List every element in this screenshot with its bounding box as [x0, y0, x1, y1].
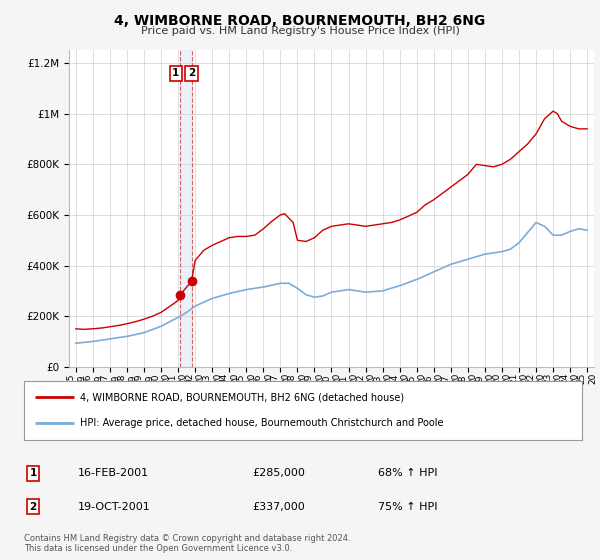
Text: Contains HM Land Registry data © Crown copyright and database right 2024.: Contains HM Land Registry data © Crown c… [24, 534, 350, 543]
Text: 4, WIMBORNE ROAD, BOURNEMOUTH, BH2 6NG: 4, WIMBORNE ROAD, BOURNEMOUTH, BH2 6NG [115, 14, 485, 28]
Text: 19-OCT-2001: 19-OCT-2001 [78, 502, 151, 512]
Text: 2: 2 [29, 502, 37, 512]
Text: 1: 1 [29, 468, 37, 478]
Text: 16-FEB-2001: 16-FEB-2001 [78, 468, 149, 478]
Bar [180, 50, 191, 367]
Text: 1: 1 [172, 68, 179, 78]
Text: 75% ↑ HPI: 75% ↑ HPI [378, 502, 437, 512]
Text: HPI: Average price, detached house, Bournemouth Christchurch and Poole: HPI: Average price, detached house, Bour… [80, 418, 443, 428]
Text: Price paid vs. HM Land Registry's House Price Index (HPI): Price paid vs. HM Land Registry's House … [140, 26, 460, 36]
Text: £337,000: £337,000 [252, 502, 305, 512]
Text: 4, WIMBORNE ROAD, BOURNEMOUTH, BH2 6NG (detached house): 4, WIMBORNE ROAD, BOURNEMOUTH, BH2 6NG (… [80, 392, 404, 402]
Text: 68% ↑ HPI: 68% ↑ HPI [378, 468, 437, 478]
Text: This data is licensed under the Open Government Licence v3.0.: This data is licensed under the Open Gov… [24, 544, 292, 553]
Text: 2: 2 [188, 68, 195, 78]
Text: £285,000: £285,000 [252, 468, 305, 478]
